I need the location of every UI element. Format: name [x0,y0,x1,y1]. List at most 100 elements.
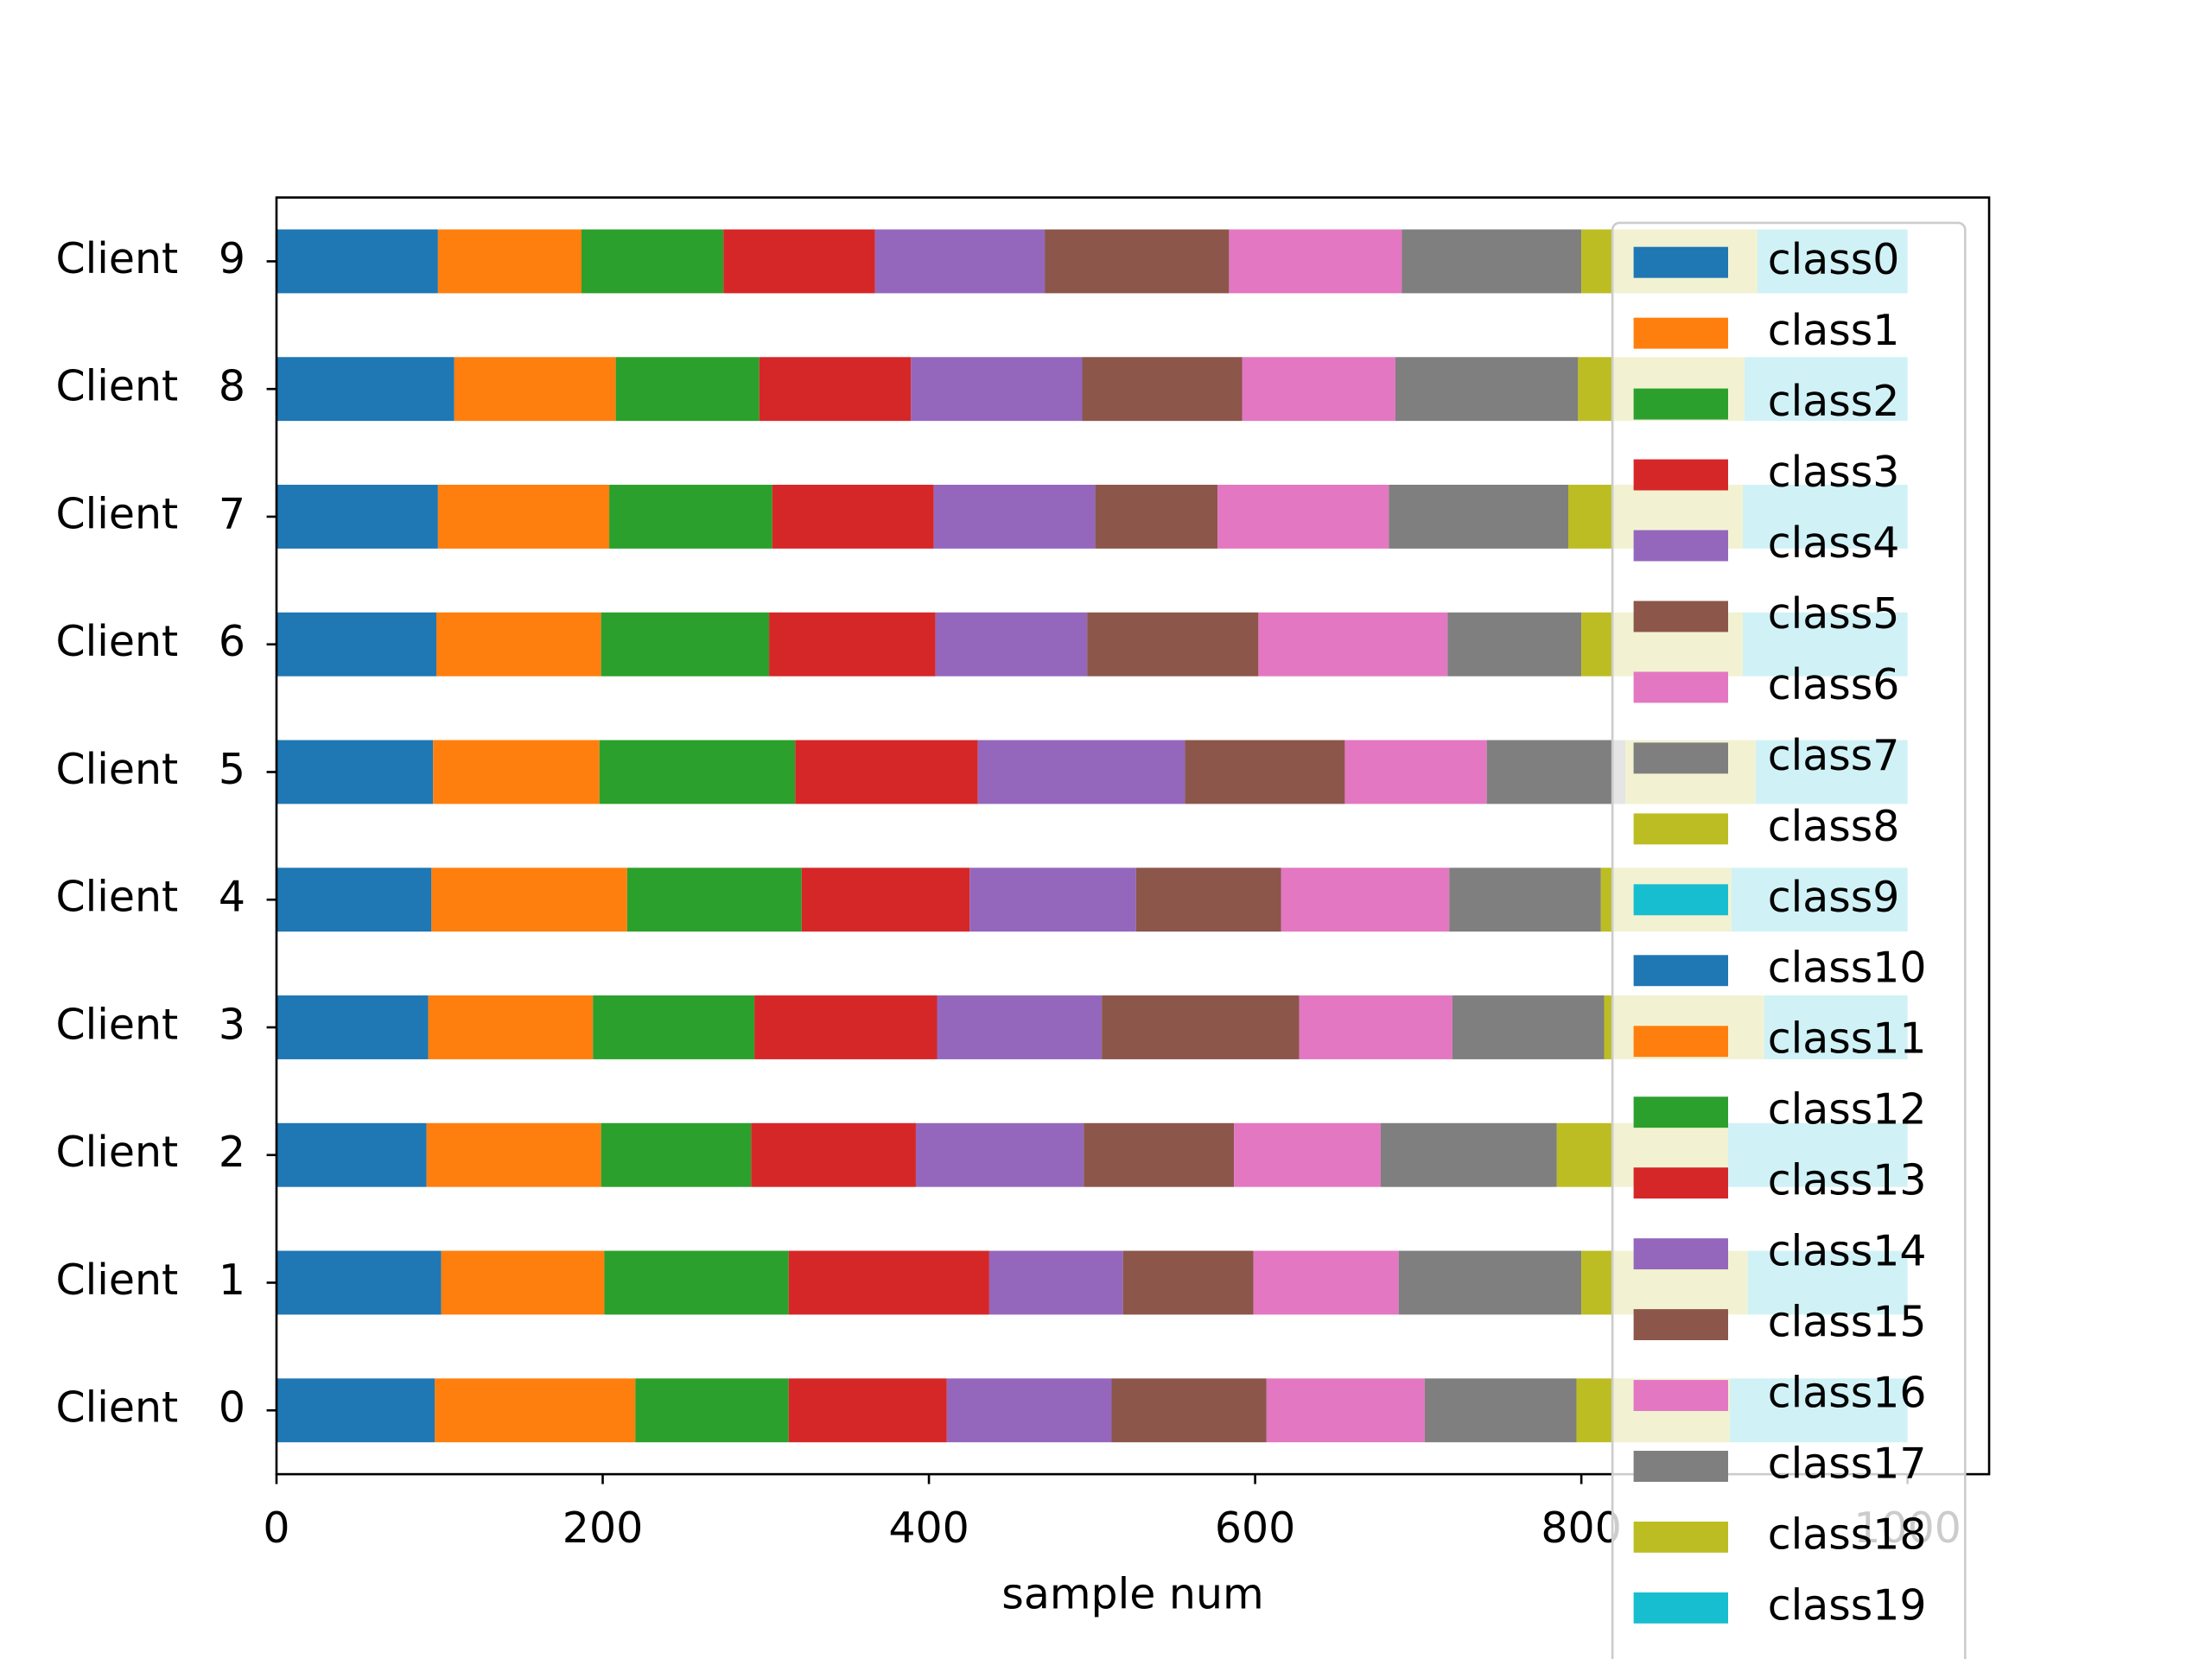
y-tick-label: Client 2 [55,1128,245,1177]
bar-segment [1266,1378,1425,1443]
bar-segment [1087,612,1259,677]
legend-swatch [1633,1592,1728,1624]
bar-segment [276,612,436,677]
legend-swatch [1633,601,1728,632]
bar-segment [635,1378,789,1443]
bar-segment [599,740,796,804]
legend-label: class10 [1768,944,1927,993]
legend-swatch [1633,246,1728,278]
legend-label: class16 [1768,1369,1927,1418]
bar-segment [915,1122,1084,1187]
bar-segment [1253,1250,1399,1315]
bar-segment [1122,1250,1254,1315]
bar-segment [435,1378,636,1443]
bar-segment [1389,485,1569,549]
bar-segment [1185,740,1345,804]
bar-segment [1486,740,1626,804]
bar-segment [1095,485,1218,549]
bar-segment [1299,995,1453,1059]
x-tick-label: 600 [1215,1503,1295,1553]
bar-segment [1084,1122,1235,1187]
legend-label: class7 [1768,731,1900,780]
bar-segment [801,868,970,932]
bar-segment [276,868,432,932]
bar-segment [937,995,1103,1059]
bar-segment [601,1122,752,1187]
legend-label: class15 [1768,1298,1927,1347]
legend-swatch [1633,955,1728,987]
y-tick-label: Client 6 [55,617,245,666]
legend-swatch [1633,1238,1728,1270]
legend-swatch [1633,317,1728,349]
bar-segment [1242,357,1395,422]
bar-segment [1258,612,1448,677]
y-tick-label: Client 1 [55,1255,245,1305]
bar-segment [601,612,770,677]
legend-label: class12 [1768,1085,1927,1135]
bar-segment [1344,740,1487,804]
legend-label: class9 [1768,873,1900,922]
bar-segment [626,868,802,932]
bar-segment [788,1378,947,1443]
legend-swatch [1633,1380,1728,1411]
bar-segment [933,485,1096,549]
legend-swatch [1633,459,1728,491]
bar-segment [435,612,601,677]
bar-segment [969,868,1136,932]
bar-segment [935,612,1088,677]
bar-segment [1398,1250,1582,1315]
bar-segment [276,1250,442,1315]
legend-swatch [1633,742,1728,774]
bar-segment [1217,485,1389,549]
bar-segment [276,1122,427,1187]
x-tick-label: 0 [263,1503,289,1553]
legend-swatch [1633,884,1728,916]
bar-segment [1449,868,1601,932]
bar-segment [977,740,1185,804]
bar-segment [441,1250,605,1315]
legend-swatch [1633,388,1728,420]
bar-segment [431,868,627,932]
legend-swatch [1633,1167,1728,1199]
bar-segment [772,485,934,549]
bar-segment [1229,229,1402,294]
bar-segment [1045,229,1230,294]
legend-swatch [1633,1026,1728,1058]
legend-box [1611,221,1967,1659]
legend-label: class4 [1768,518,1900,568]
bar-segment [428,995,594,1059]
bar-segment [581,229,724,294]
bar-segment [1102,995,1300,1059]
bar-segment [433,740,600,804]
bar-segment [593,995,755,1059]
legend-label: class5 [1768,589,1900,639]
legend-swatch [1633,1521,1728,1553]
y-tick-label: Client 0 [55,1383,245,1433]
bar-segment [276,485,438,549]
bar-segment [609,485,772,549]
bar-segment [454,357,616,422]
legend-label: class0 [1768,235,1900,284]
bar-segment [769,612,936,677]
bar-segment [754,995,938,1059]
legend-label: class1 [1768,306,1900,355]
bar-segment [1452,995,1605,1059]
y-tick-label: Client 8 [55,362,245,411]
legend-label: class6 [1768,660,1900,709]
bar-segment [426,1122,601,1187]
bar-segment [788,1250,989,1315]
bar-segment [946,1378,1112,1443]
legend-label: class13 [1768,1156,1927,1205]
legend-swatch [1633,1096,1728,1128]
legend-label: class2 [1768,377,1900,426]
bar-segment [723,229,875,294]
bar-segment [1281,868,1450,932]
legend-label: class19 [1768,1580,1927,1630]
bar-segment [1082,357,1243,422]
x-tick-label: 800 [1541,1503,1621,1553]
legend-swatch [1633,1309,1728,1341]
bar-segment [1234,1122,1381,1187]
y-tick-label: Client 7 [55,489,245,538]
bar-segment [276,229,438,294]
